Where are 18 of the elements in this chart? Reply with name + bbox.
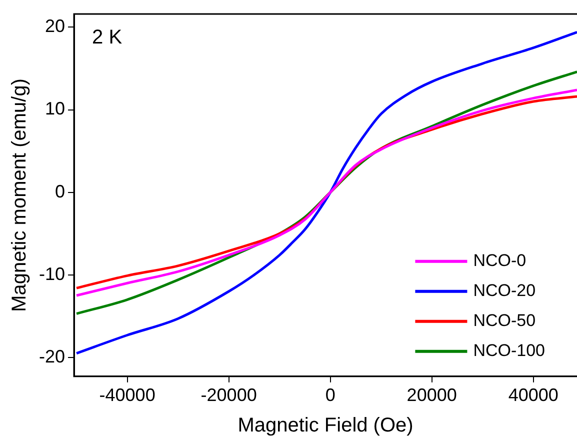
y-tick-label: -20 [39,346,66,366]
y-tick-label: 20 [44,16,66,36]
legend-label: NCO-50 [473,311,536,330]
legend-label: NCO-0 [473,251,526,270]
line-series [75,30,577,355]
x-tick-label: 20000 [406,385,457,406]
x-tick-label: 0 [325,385,336,406]
y-tick-label: 10 [44,98,66,119]
annotation: 2 K [92,26,123,49]
y-tick-label: 0 [55,181,66,202]
x-tick-label: -20000 [200,385,257,406]
x-tick-label: 40000 [508,385,558,406]
x-axis-title: Magnetic Field (Oe) [238,414,414,437]
legend-label: NCO-20 [473,281,536,300]
y-axis-title: Magnetic moment (emu/g) [8,78,31,312]
y-tick-label: -10 [39,264,66,284]
legend-label: NCO-100 [473,341,546,360]
x-tick-label: -40000 [99,385,156,406]
